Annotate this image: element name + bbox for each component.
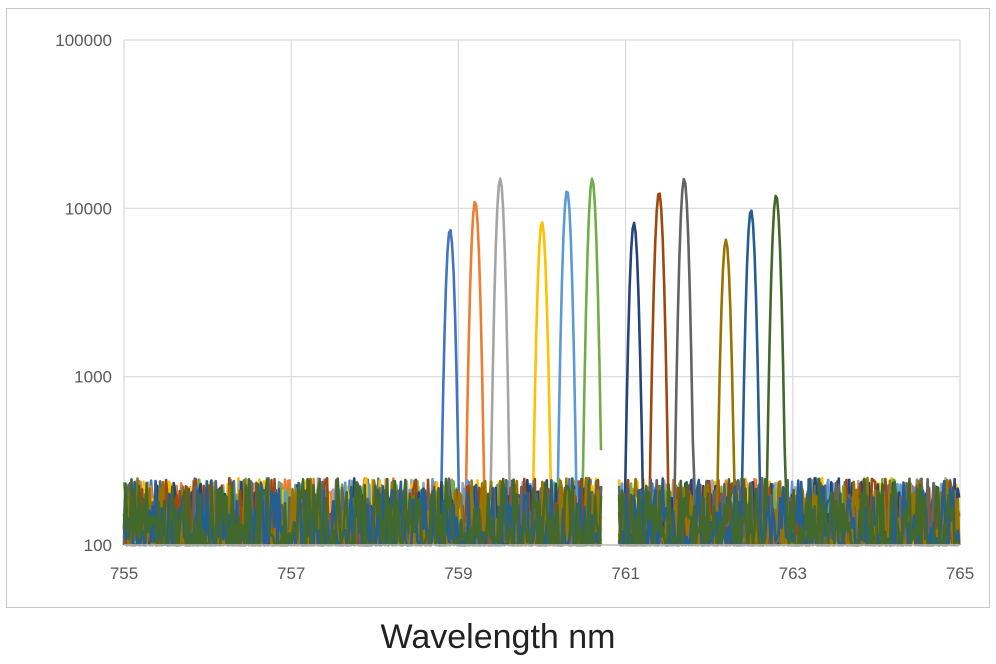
grid [123,39,961,546]
x-axis-label: Wavelength nm [380,618,616,656]
series-group [122,177,961,547]
x-tick-label: 761 [611,564,639,583]
x-tick-label: 755 [110,564,138,583]
chart-plot: 100 1000 10000 100000 755 757 759 761 763 765 [55,31,974,583]
x-tick-label: 757 [277,564,305,583]
x-tick-label: 763 [779,564,807,583]
x-tick-labels: 755 757 759 761 763 765 [110,564,974,583]
chart-area: 100 1000 10000 100000 755 757 759 761 763 765 [6,8,990,608]
y-tick-label: 1000 [74,368,112,387]
y-tick-label: 10000 [65,199,112,218]
x-tick-label: 759 [444,564,472,583]
x-tick-label: 765 [946,564,974,583]
y-tick-label: 100 [84,536,112,555]
y-tick-label: 100000 [55,31,112,50]
y-tick-labels: 100 1000 10000 100000 [55,31,112,555]
